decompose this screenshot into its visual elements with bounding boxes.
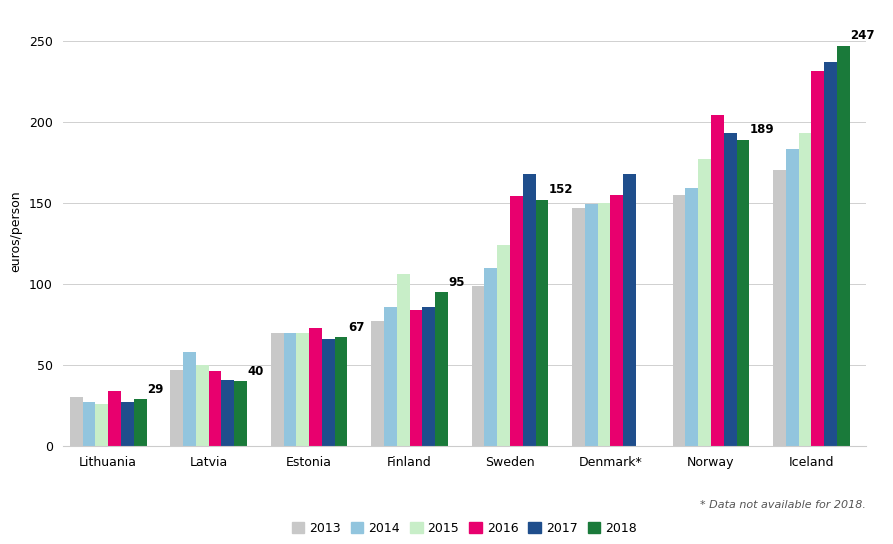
Bar xyxy=(572,208,585,446)
Bar xyxy=(611,195,623,446)
Bar xyxy=(209,372,221,446)
Bar xyxy=(798,133,812,446)
Bar xyxy=(384,307,396,446)
Bar xyxy=(296,332,309,446)
Bar xyxy=(623,174,636,446)
Bar xyxy=(196,365,209,446)
Bar xyxy=(82,403,96,446)
Bar xyxy=(472,286,485,446)
Bar xyxy=(121,403,134,446)
Bar xyxy=(309,327,321,446)
Bar xyxy=(536,200,548,446)
Text: 95: 95 xyxy=(448,276,465,289)
Bar xyxy=(484,268,497,446)
Bar xyxy=(672,195,686,446)
Bar xyxy=(96,404,108,446)
Bar xyxy=(824,61,837,446)
Bar xyxy=(786,149,798,446)
Bar xyxy=(371,321,384,446)
Bar xyxy=(723,133,737,446)
Bar xyxy=(335,337,347,446)
Bar xyxy=(510,196,522,446)
Bar xyxy=(773,170,786,446)
Bar xyxy=(597,203,611,446)
Legend: 2013, 2014, 2015, 2016, 2017, 2018: 2013, 2014, 2015, 2016, 2017, 2018 xyxy=(287,517,642,540)
Bar xyxy=(711,115,723,446)
Bar xyxy=(737,140,749,446)
Bar xyxy=(221,380,234,446)
Text: 247: 247 xyxy=(850,29,875,42)
Bar xyxy=(70,398,82,446)
Bar xyxy=(837,46,850,446)
Bar xyxy=(698,159,711,446)
Bar xyxy=(171,370,183,446)
Bar xyxy=(134,399,146,446)
Text: 67: 67 xyxy=(348,321,364,334)
Bar xyxy=(108,391,121,446)
Bar xyxy=(686,188,698,446)
Bar xyxy=(234,381,247,446)
Bar xyxy=(522,174,536,446)
Text: * Data not available for 2018.: * Data not available for 2018. xyxy=(700,500,866,510)
Text: 29: 29 xyxy=(147,383,163,396)
Bar xyxy=(585,205,597,446)
Bar xyxy=(422,307,435,446)
Bar xyxy=(271,332,283,446)
Text: 40: 40 xyxy=(247,365,264,378)
Bar xyxy=(497,245,510,446)
Y-axis label: euros/person: euros/person xyxy=(9,190,22,272)
Text: 152: 152 xyxy=(549,183,573,196)
Bar xyxy=(812,71,824,446)
Bar xyxy=(321,339,335,446)
Bar xyxy=(396,274,410,446)
Bar xyxy=(183,352,196,446)
Bar xyxy=(435,292,448,446)
Bar xyxy=(283,332,296,446)
Bar xyxy=(410,310,422,446)
Text: 189: 189 xyxy=(750,123,774,137)
